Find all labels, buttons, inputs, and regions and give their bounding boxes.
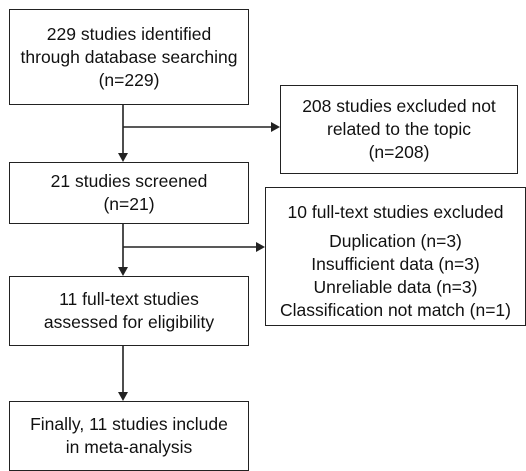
screened-line-1: 21 studies screened <box>50 171 208 191</box>
arrowhead-to-screened <box>118 153 128 162</box>
identified-line-1: 229 studies identified <box>46 23 212 44</box>
screened-line-2: (n=21) <box>103 194 155 214</box>
identified-box: 229 studies identified through database … <box>9 9 249 105</box>
arrowhead-to-fulltext <box>118 267 128 276</box>
exclusion-reason: Unreliable data (n=3) <box>313 277 478 297</box>
exclusion-reason: Duplication (n=3) <box>329 231 462 251</box>
arrowhead-to-excluded-topic <box>271 122 280 132</box>
excluded-fulltext-title: 10 full-text studies excluded <box>287 202 504 222</box>
included-line-2: in meta-analysis <box>65 437 193 457</box>
arrowhead-to-excluded-fulltext <box>256 242 265 252</box>
excluded-topic-line-3: (n=208) <box>368 142 430 162</box>
identified-line-3: (n=229) <box>98 69 160 90</box>
exclusion-reason: Insufficient data (n=3) <box>311 254 480 274</box>
screened-box: 21 studies screened (n=21) <box>9 162 249 224</box>
included-line-1: Finally, 11 studies include <box>30 414 228 434</box>
excluded-fulltext-box: 10 full-text studies excluded Duplicatio… <box>265 187 526 326</box>
excluded-topic-line-2: related to the topic <box>327 119 471 139</box>
exclusion-reason: Classification not match (n=1) <box>279 300 511 320</box>
excluded-topic-line-1: 208 studies excluded not <box>302 96 496 116</box>
identified-line-2: through database searching <box>20 46 238 67</box>
fulltext-line-1: 11 full-text studies <box>59 289 199 309</box>
fulltext-line-2: assessed for eligibility <box>43 312 215 332</box>
fulltext-assessed-box: 11 full-text studies assessed for eligib… <box>9 276 249 346</box>
arrowhead-to-included <box>118 392 128 401</box>
excluded-topic-box: 208 studies excluded not related to the … <box>280 85 518 174</box>
included-box: Finally, 11 studies include in meta-anal… <box>9 401 249 471</box>
